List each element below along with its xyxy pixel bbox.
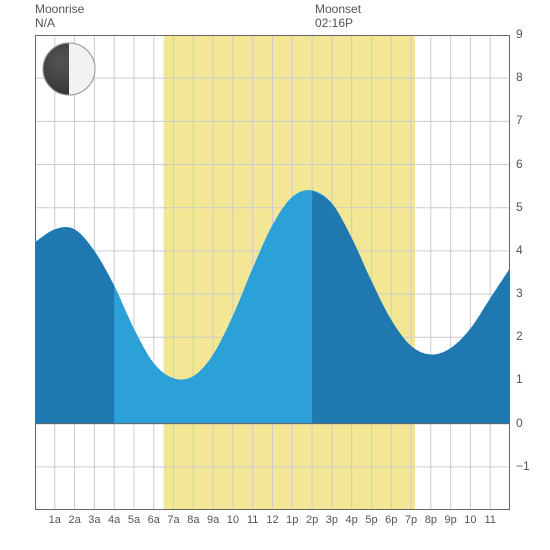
y-tick-label: −1 xyxy=(516,459,546,473)
x-tick-label: 11 xyxy=(247,514,258,526)
x-tick-label: 8a xyxy=(187,514,199,526)
x-tick-label: 2p xyxy=(306,514,318,526)
moonset-block: Moonset 02:16P xyxy=(315,2,361,30)
y-tick-label: 4 xyxy=(516,243,546,257)
x-tick-label: 11 xyxy=(484,514,495,526)
moonset-label: Moonset xyxy=(315,2,361,16)
y-tick-label: 3 xyxy=(516,286,546,300)
x-tick-label: 5p xyxy=(365,514,377,526)
y-tick-label: 8 xyxy=(516,70,546,84)
plot-area xyxy=(35,35,510,510)
moonrise-label: Moonrise xyxy=(35,2,84,16)
x-tick-label: 1p xyxy=(286,514,298,526)
y-tick-label: 7 xyxy=(516,113,546,127)
x-tick-label: 1a xyxy=(49,514,61,526)
x-tick-label: 3a xyxy=(88,514,100,526)
x-tick-label: 9p xyxy=(445,514,457,526)
x-tick-label: 10 xyxy=(464,514,476,526)
y-tick-label: 2 xyxy=(516,329,546,343)
x-tick-label: 4a xyxy=(108,514,120,526)
tide-plot-svg xyxy=(35,35,510,510)
y-tick-label: 1 xyxy=(516,372,546,386)
x-tick-label: 3p xyxy=(326,514,338,526)
y-tick-label: 0 xyxy=(516,416,546,430)
x-tick-label: 9a xyxy=(207,514,219,526)
tide-chart: Moonrise N/A Moonset 02:16P −10123456789… xyxy=(0,0,550,550)
y-tick-label: 9 xyxy=(516,27,546,41)
moon-phase-icon xyxy=(41,41,97,97)
moonrise-block: Moonrise N/A xyxy=(35,2,84,30)
moonset-value: 02:16P xyxy=(315,16,361,30)
x-tick-label: 4p xyxy=(346,514,358,526)
y-tick-label: 5 xyxy=(516,200,546,214)
x-tick-label: 7p xyxy=(405,514,417,526)
x-tick-label: 6a xyxy=(148,514,160,526)
x-tick-label: 12 xyxy=(266,514,278,526)
x-tick-label: 2a xyxy=(68,514,80,526)
y-tick-label: 6 xyxy=(516,157,546,171)
x-tick-label: 10 xyxy=(227,514,239,526)
x-tick-label: 7a xyxy=(167,514,179,526)
x-tick-label: 5a xyxy=(128,514,140,526)
moonrise-value: N/A xyxy=(35,16,84,30)
x-tick-label: 6p xyxy=(385,514,397,526)
x-tick-label: 8p xyxy=(425,514,437,526)
